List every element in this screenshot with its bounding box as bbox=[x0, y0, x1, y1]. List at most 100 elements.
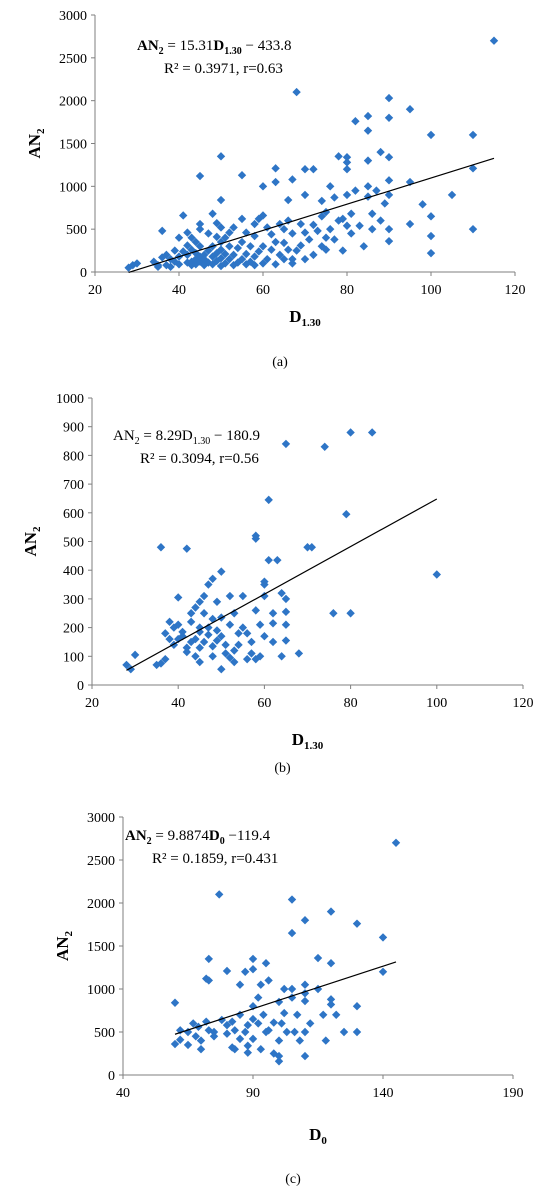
data-point bbox=[126, 665, 135, 674]
data-point bbox=[165, 617, 174, 627]
data-point bbox=[296, 241, 305, 250]
data-point bbox=[183, 1040, 193, 1050]
data-point bbox=[241, 1027, 250, 1037]
data-point bbox=[263, 254, 272, 264]
data-point bbox=[208, 642, 217, 651]
data-point bbox=[268, 619, 278, 628]
data-point bbox=[248, 1014, 258, 1024]
data-point bbox=[279, 224, 289, 234]
y-tick-label: 600 bbox=[63, 507, 84, 522]
data-point bbox=[215, 890, 224, 899]
data-point bbox=[186, 617, 196, 627]
y-axis-label: AN2 bbox=[25, 128, 47, 159]
data-point bbox=[182, 643, 192, 652]
data-point bbox=[216, 223, 226, 232]
data-point bbox=[321, 245, 331, 254]
data-point bbox=[196, 1045, 206, 1054]
data-point bbox=[174, 634, 183, 644]
data-point bbox=[296, 219, 305, 229]
data-point bbox=[378, 967, 388, 976]
data-point bbox=[216, 152, 226, 161]
data-point bbox=[156, 659, 166, 668]
data-point bbox=[229, 250, 238, 260]
data-point bbox=[259, 1010, 268, 1019]
y-axis-label: AN2 bbox=[21, 526, 43, 557]
data-point bbox=[380, 199, 389, 208]
y-tick-label: 2000 bbox=[87, 897, 115, 912]
data-point bbox=[132, 259, 142, 268]
data-point bbox=[208, 574, 217, 584]
data-point bbox=[346, 609, 355, 618]
data-point bbox=[309, 250, 318, 260]
data-point bbox=[243, 1041, 252, 1050]
data-point bbox=[432, 570, 441, 579]
data-point bbox=[248, 1034, 258, 1044]
data-point bbox=[280, 984, 289, 994]
data-point bbox=[221, 649, 230, 658]
data-point bbox=[234, 640, 243, 650]
y-tick-label: 1500 bbox=[87, 940, 115, 955]
data-point bbox=[195, 623, 204, 632]
y-tick-label: 300 bbox=[63, 593, 84, 608]
data-point bbox=[229, 223, 238, 232]
x-axis-label: D1.30 bbox=[292, 730, 324, 752]
data-point bbox=[269, 1018, 278, 1027]
y-tick-label: 0 bbox=[108, 1069, 115, 1084]
data-point bbox=[326, 182, 335, 191]
data-point bbox=[288, 229, 297, 238]
y-tick-label: 3000 bbox=[59, 9, 87, 24]
data-point bbox=[300, 190, 310, 200]
data-point bbox=[170, 246, 179, 255]
data-point bbox=[241, 967, 250, 976]
data-point bbox=[242, 249, 251, 259]
data-point bbox=[271, 260, 280, 269]
data-point bbox=[195, 643, 204, 652]
data-point bbox=[247, 649, 256, 658]
y-tick-label: 1500 bbox=[59, 138, 87, 153]
data-point bbox=[384, 93, 394, 103]
data-point bbox=[195, 219, 205, 229]
data-point bbox=[161, 629, 170, 638]
y-tick-label: 0 bbox=[77, 679, 84, 694]
data-point bbox=[264, 1026, 273, 1035]
data-point bbox=[162, 250, 171, 260]
data-point bbox=[363, 111, 373, 121]
data-point bbox=[264, 976, 273, 985]
data-point bbox=[247, 637, 256, 647]
data-point bbox=[170, 1039, 180, 1049]
data-point bbox=[338, 214, 347, 224]
data-point bbox=[165, 634, 174, 644]
data-point bbox=[309, 220, 318, 230]
data-point bbox=[339, 1027, 349, 1037]
data-point bbox=[204, 954, 213, 964]
data-point bbox=[186, 637, 196, 647]
data-point bbox=[216, 237, 226, 247]
data-point bbox=[384, 176, 394, 185]
data-point bbox=[405, 219, 415, 229]
trendline bbox=[174, 961, 397, 1035]
data-point bbox=[174, 620, 183, 629]
regression-equation: AN2 = 8.29D1.30 − 180.9 bbox=[113, 428, 260, 447]
data-point bbox=[384, 153, 394, 162]
data-point bbox=[250, 252, 259, 261]
data-point bbox=[287, 984, 297, 994]
data-point bbox=[255, 620, 265, 629]
data-point bbox=[313, 226, 322, 236]
x-tick-label: 40 bbox=[171, 696, 185, 711]
data-point bbox=[230, 609, 239, 618]
data-point bbox=[208, 209, 217, 218]
data-point bbox=[169, 640, 179, 650]
y-tick-label: 2500 bbox=[59, 52, 87, 67]
x-tick-label: 120 bbox=[513, 696, 534, 711]
data-point bbox=[271, 177, 280, 187]
data-point bbox=[250, 219, 259, 229]
x-tick-label: 80 bbox=[344, 696, 358, 711]
data-point bbox=[274, 1051, 284, 1061]
data-point bbox=[391, 838, 401, 847]
data-point bbox=[237, 254, 247, 264]
data-point bbox=[191, 603, 200, 612]
data-point bbox=[326, 1000, 336, 1009]
x-tick-label: 20 bbox=[88, 283, 102, 298]
data-point bbox=[321, 233, 331, 242]
data-point bbox=[326, 224, 335, 234]
